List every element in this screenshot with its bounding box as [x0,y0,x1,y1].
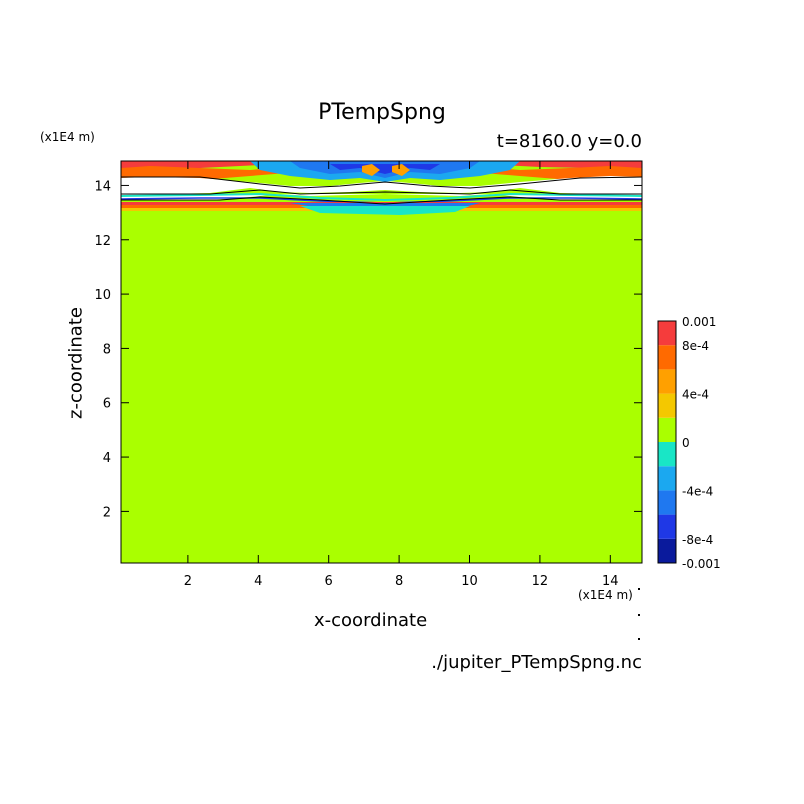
y-axis: 2 4 6 8 10 12 14 [94,179,642,520]
colorbar: 0.001 8e-4 4e-4 0 -4e-4 -8e-4 -0.001 [657,315,721,571]
plot-frame [120,160,643,564]
colorbar-tick-label: -4e-4 [682,484,713,498]
colorbar-tick-label: 0.001 [682,315,716,329]
colorbar-swatch [658,514,676,539]
y-axis-label: z-coordinate [65,307,87,419]
colorbar-swatch [658,345,676,370]
x-axis: 2 4 6 8 10 12 14 [184,161,619,589]
y-tick-label: 4 [103,451,111,466]
negative-core-inner [330,164,440,174]
plot-background [121,161,642,563]
y-tick-label: 2 [103,505,111,520]
x-tick-label: 4 [254,574,262,589]
chart-subtitle: t=8160.0 y=0.0 [496,131,642,152]
colorbar-swatch [658,417,676,442]
x-tick-label: 12 [532,574,549,589]
z-axis-unit: (x1E4 m) [40,130,95,144]
chart-title: PTempSpng [318,100,446,125]
contour-line-a [121,176,642,189]
lower-white-region [121,194,642,200]
marker-dot [638,614,640,616]
x-axis-unit: (x1E4 m) [578,588,633,602]
warm-inner-blob [362,164,410,176]
source-filename: ./jupiter_PTempSpng.nc [431,652,642,673]
x-tick-label: 10 [461,574,478,589]
contour-line-c [121,196,642,205]
colorbar-swatch [658,369,676,394]
colorbar-swatch [658,490,676,515]
y-tick-label: 12 [94,234,111,249]
upper-white-region [121,176,642,194]
colorbar-swatch [658,442,676,467]
colorbar-tick-label: 0 [682,436,690,450]
colorbar-tick-label: 8e-4 [682,339,709,353]
cyan-thin-lens [121,192,642,202]
marker-dot [638,588,640,590]
x-tick-label: 14 [602,574,619,589]
colorbar-tick-label: 4e-4 [682,388,709,402]
x-tick-label: 6 [325,574,333,589]
colorbar-swatch [658,466,676,491]
y-tick-label: 14 [94,179,111,194]
y-tick-label: 6 [103,397,111,412]
field-contours [121,161,642,215]
colorbar-tick-label: -8e-4 [682,533,713,547]
colorbar-swatch [658,321,676,346]
x-axis-label: x-coordinate [314,610,428,631]
x-tick-label: 2 [184,574,192,589]
x-tick-label: 8 [395,574,403,589]
y-tick-label: 8 [103,342,111,357]
cyan-dip [300,206,470,215]
contour-line-b [121,189,642,195]
colorbar-frame [657,320,677,564]
y-tick-label: 10 [94,288,111,303]
colorbar-swatch [658,538,676,563]
colorbar-swatch [658,393,676,418]
colorbar-tick-label: -0.001 [682,557,721,571]
marker-dot [638,638,640,640]
